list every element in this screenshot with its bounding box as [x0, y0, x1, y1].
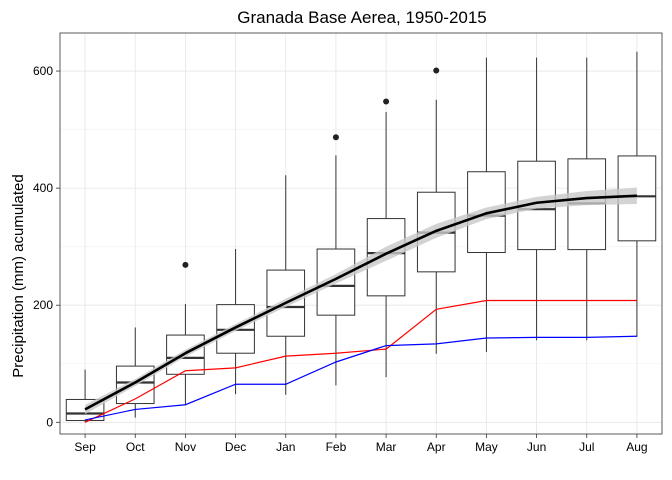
x-tick-label: Oct	[126, 440, 145, 454]
outlier-point	[433, 67, 440, 74]
y-tick-label: 0	[46, 415, 53, 429]
x-tick-label: Apr	[427, 440, 446, 454]
box-feb	[316, 134, 356, 386]
outlier-point	[332, 134, 339, 141]
x-tick-label: Feb	[326, 440, 347, 454]
x-tick-label: Dec	[225, 440, 246, 454]
y-axis: 0 200 400 600	[33, 64, 60, 429]
plot-area	[65, 51, 657, 423]
box-jan	[266, 175, 306, 395]
x-tick-label: Jun	[527, 440, 546, 454]
x-tick-label: Mar	[376, 440, 397, 454]
chart-title: Granada Base Aerea, 1950-2015	[237, 8, 487, 27]
series-line-1	[84, 299, 637, 423]
y-tick-label: 600	[33, 64, 53, 78]
x-tick-label: Sep	[74, 440, 96, 454]
outlier-point	[182, 261, 189, 268]
box-body	[266, 269, 306, 337]
y-tick-label: 400	[33, 181, 53, 195]
y-axis-title: Precipitation (mm) acumulated	[10, 174, 27, 377]
x-axis: Sep Oct Nov Dec Jan Feb Mar Apr May Jun Jul Aug	[74, 434, 648, 454]
panel-border	[59, 32, 663, 435]
x-tick-label: Aug	[626, 440, 647, 454]
x-tick-label: May	[475, 440, 498, 454]
series-line-2	[84, 335, 637, 421]
x-tick-label: Nov	[175, 440, 196, 454]
outlier-point	[383, 98, 390, 105]
x-tick-label: Jan	[276, 440, 295, 454]
y-tick-label: 200	[33, 298, 53, 312]
x-tick-label: Jul	[579, 440, 594, 454]
smooth-line	[84, 194, 637, 411]
